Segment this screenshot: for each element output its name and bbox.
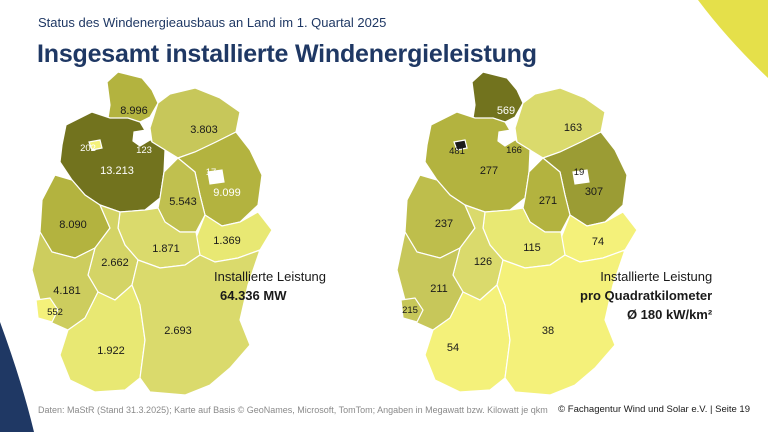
label-th: 1.871	[152, 243, 180, 255]
label-sl: 552	[47, 307, 63, 318]
map-right: 569 166 481 163 277 19 307 271 237 74 11…	[396, 71, 638, 396]
label-by: 38	[542, 325, 554, 337]
corner-decoration-navy	[0, 322, 34, 432]
label-sh: 569	[497, 105, 515, 117]
footer-credit: © Fachagentur Wind und Solar e.V. | Seit…	[558, 404, 750, 415]
label-be: 17	[206, 167, 217, 178]
label-mv: 163	[564, 122, 582, 134]
state-berlin	[207, 169, 225, 185]
map-left: 8.996 123 202 3.803 13.213 17 9.099 5.54…	[31, 71, 273, 396]
label-by: 2.693	[164, 325, 192, 337]
label-sn: 74	[592, 236, 604, 248]
label-bw: 1.922	[97, 345, 125, 357]
state-schleswig-holstein	[471, 71, 524, 126]
right-info-value: Ø 180 kW/km²	[626, 307, 713, 322]
label-rp: 211	[430, 283, 448, 295]
label-hb: 202	[80, 143, 96, 154]
state-bremen	[453, 139, 468, 151]
state-berlin	[572, 169, 590, 185]
page-subtitle: Status des Windenergieausbaus an Land im…	[38, 15, 387, 30]
page-title: Insgesamt installierte Windenergieleistu…	[37, 40, 537, 68]
left-info-box: Installierte Leistung 64.336 MW	[214, 267, 326, 305]
label-th: 115	[523, 242, 541, 254]
label-sh: 8.996	[120, 105, 148, 117]
label-he: 2.662	[101, 257, 129, 269]
label-st: 271	[539, 195, 557, 207]
label-he: 126	[474, 256, 492, 268]
state-bayern	[131, 249, 261, 396]
right-info-sublabel: pro Quadratkilometer	[580, 288, 713, 303]
right-info-box: Installierte Leistung pro Quadratkilomet…	[580, 267, 712, 324]
label-ni: 13.213	[100, 165, 134, 177]
label-nw: 8.090	[59, 219, 87, 231]
state-hamburg	[132, 129, 151, 147]
state-hamburg	[497, 129, 516, 147]
label-bb: 9.099	[213, 187, 241, 199]
label-hh: 123	[136, 145, 152, 156]
state-schleswig-holstein	[106, 71, 159, 126]
state-saarland	[35, 297, 59, 323]
label-hh: 166	[506, 145, 522, 156]
label-mv: 3.803	[190, 124, 218, 136]
label-bb: 307	[585, 186, 603, 198]
state-bayern	[496, 249, 626, 396]
label-sl: 215	[402, 305, 418, 316]
label-st: 5.543	[169, 196, 197, 208]
state-saarland	[400, 297, 424, 323]
label-ni: 277	[480, 165, 498, 177]
label-be: 19	[574, 167, 585, 178]
label-nw: 237	[435, 218, 453, 230]
left-info-label: Installierte Leistung	[214, 269, 327, 284]
footer-source: Daten: MaStR (Stand 31.3.2025); Karte au…	[38, 405, 548, 415]
left-info-value: 64.336 MW	[220, 288, 287, 303]
label-hb: 481	[449, 146, 465, 157]
right-info-label: Installierte Leistung	[600, 269, 713, 284]
label-bw: 54	[447, 342, 459, 354]
corner-decoration	[698, 0, 768, 78]
label-sn: 1.369	[213, 235, 241, 247]
label-rp: 4.181	[53, 285, 81, 297]
state-bremen	[88, 139, 103, 151]
